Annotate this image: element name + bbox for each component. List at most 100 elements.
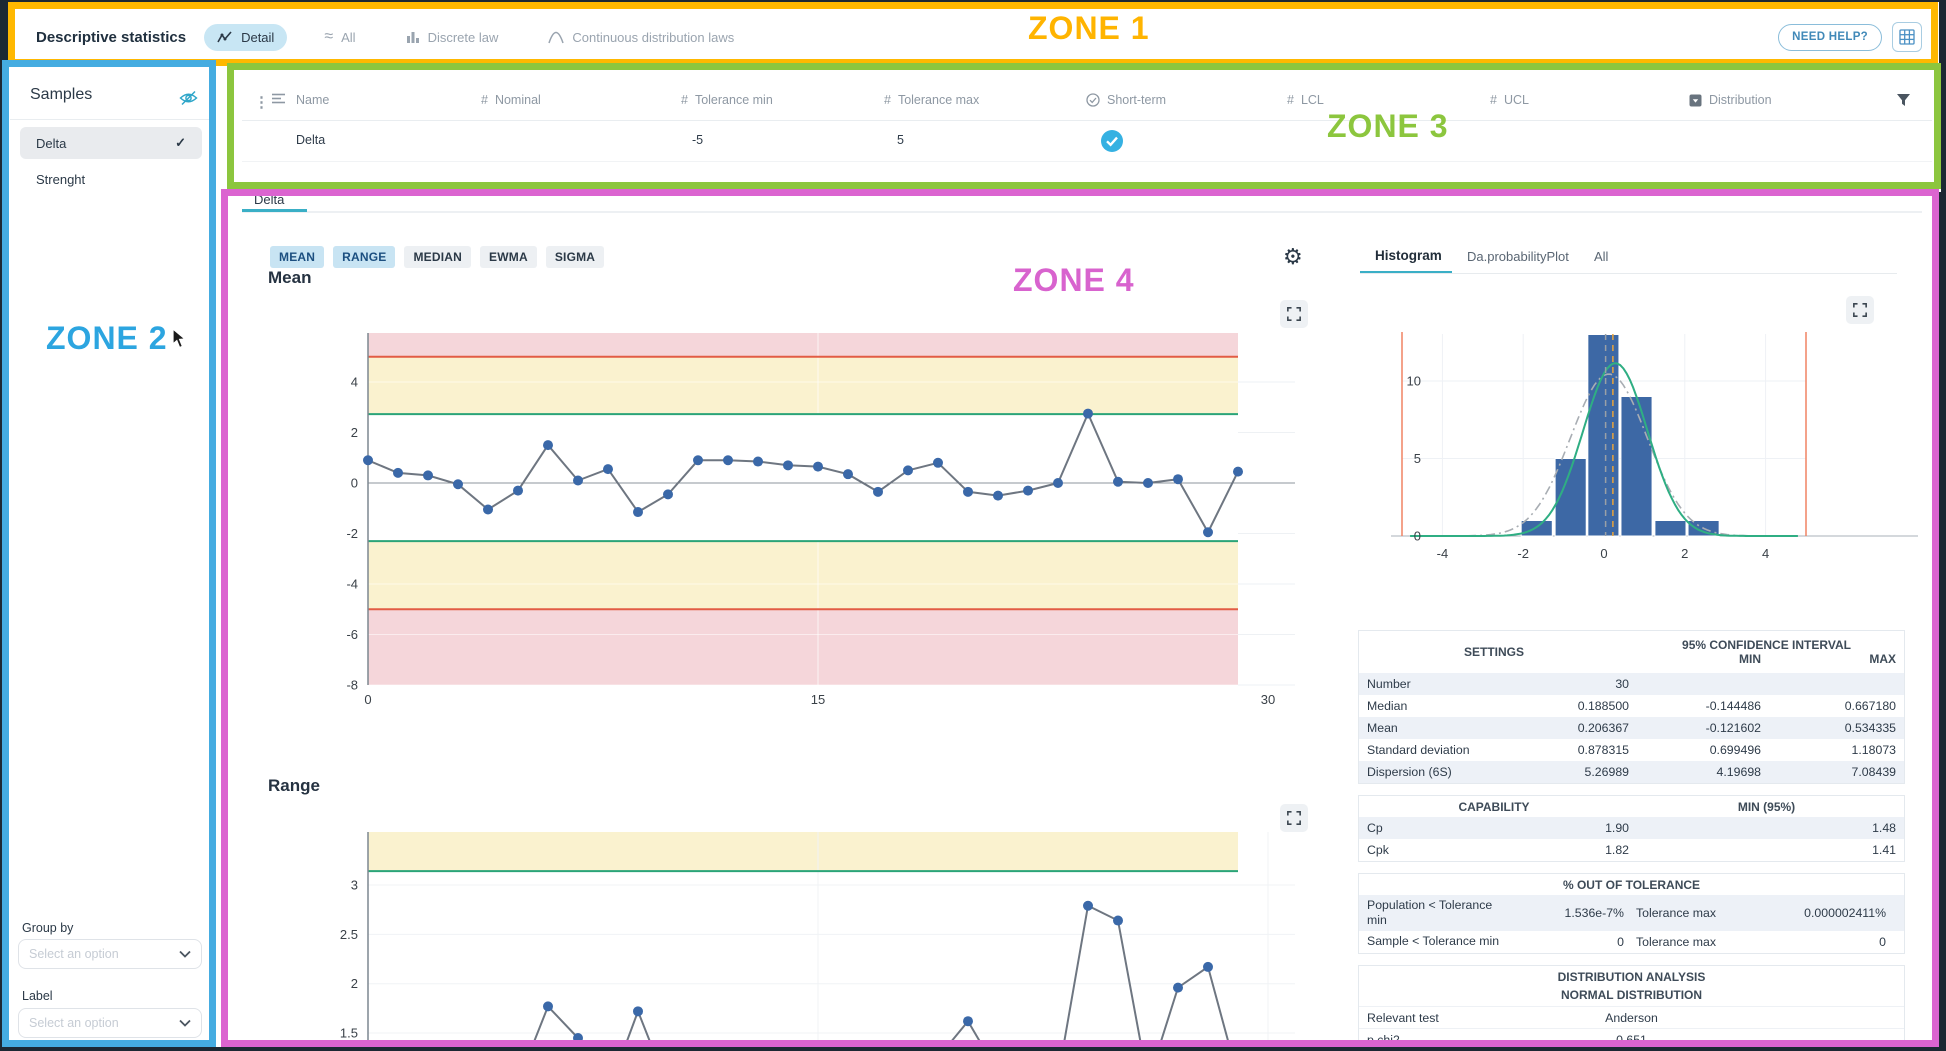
svg-text:15: 15 (811, 692, 825, 707)
chip-ewma[interactable]: EWMA (480, 246, 537, 268)
column-header-nominal[interactable]: # Nominal (481, 93, 541, 107)
samples-table: ⋮ Name # Nominal # Tolerance min # Toleranc… (228, 66, 1941, 192)
column-header-tolerance-min[interactable]: # Tolerance min (681, 93, 773, 107)
column-header-name[interactable]: Name (296, 93, 330, 107)
ci-min-header: MIN (1739, 652, 1761, 666)
table-row: Number 30 (1359, 673, 1904, 695)
chart-type-tabs: MEAN RANGE MEDIAN EWMA SIGMA (270, 246, 605, 268)
expand-icon[interactable] (1846, 296, 1874, 324)
capability-table: CAPABILITY MIN (95%) Cp 1.90 1.48 Cpk 1.82 1… (1358, 795, 1905, 862)
detail-panel: Delta MEAN RANGE MEDIAN EWMA SIGMA ⚙ Mea… (222, 192, 1939, 1047)
tab-all-label: All (341, 29, 356, 45)
label-select[interactable]: Select an option (18, 1008, 202, 1038)
histogram-chart[interactable]: 0 5 10 -4 -2 0 2 4 (1373, 292, 1939, 574)
svg-text:2.5: 2.5 (340, 927, 358, 942)
svg-text:0: 0 (364, 692, 371, 707)
cell-name[interactable]: Delta (296, 133, 326, 147)
hash-icon: # (481, 93, 488, 107)
bar-chart-icon (406, 30, 420, 44)
column-header-ucl[interactable]: # UCL (1490, 93, 1529, 107)
settings-table: SETTINGS 95% CONFIDENCE INTERVAL MIN MAX… (1358, 630, 1905, 784)
mean-chart-title: Mean (268, 268, 312, 287)
mean-control-chart[interactable]: 4 2 0 -2 -4 -6 -8 0 15 30 (330, 322, 1310, 716)
svg-text:-8: -8 (346, 678, 358, 693)
tab-detail[interactable]: Detail (204, 23, 288, 51)
svg-text:-2: -2 (1517, 546, 1529, 561)
table-row: Sample < Tolerance min 0 Tolerance max 0 (1367, 934, 1886, 949)
tab-discrete-law[interactable]: Discrete law (393, 24, 512, 51)
column-header-short-term[interactable]: Short-term (1086, 93, 1166, 107)
tab-histogram[interactable]: Histogram (1375, 248, 1442, 263)
svg-text:0: 0 (351, 476, 358, 491)
select-box-icon (1689, 94, 1702, 107)
distribution-analysis-table: DISTRIBUTION ANALYSIS NORMAL DISTRIBUTIO… (1358, 965, 1905, 1047)
tabbar-underline (242, 211, 1922, 213)
tab-detail-label: Detail (241, 29, 275, 45)
hash-icon: # (1490, 93, 1497, 107)
svg-text:-4: -4 (346, 577, 358, 592)
chip-median[interactable]: MEDIAN (404, 246, 472, 268)
sidebar-title: Samples (30, 86, 93, 103)
sample-item-label: Strenght (36, 171, 86, 187)
table-row: p chi2 0.651 (1359, 1028, 1904, 1047)
tab-all[interactable]: ≈ All (311, 22, 368, 52)
sample-item-label: Delta (36, 135, 67, 151)
svg-text:2: 2 (351, 425, 358, 440)
page-title: Descriptive statistics (36, 28, 187, 46)
check-icon: ✓ (175, 135, 186, 150)
out-of-tolerance-table: % OUT OF TOLERANCE Population < Toleranc… (1358, 873, 1905, 954)
table-row: Cp 1.90 1.48 (1359, 817, 1904, 839)
grid-view-button[interactable] (1892, 22, 1922, 52)
svg-text:-4: -4 (1437, 546, 1449, 561)
cell-tolerance-max[interactable]: 5 (897, 133, 904, 147)
settings-header: SETTINGS (1463, 645, 1524, 659)
tab-probability-plot[interactable]: Da.probabilityPlot (1467, 249, 1569, 264)
svg-text:5: 5 (1414, 451, 1421, 466)
cell-tolerance-min[interactable]: -5 (692, 133, 704, 147)
distribution-header-1: DISTRIBUTION ANALYSIS (1557, 970, 1706, 984)
cell-short-term-checked[interactable] (1100, 129, 1124, 153)
kebab-menu-icon[interactable]: ⋮ (254, 94, 269, 111)
table-row: Cpk 1.82 1.41 (1367, 843, 1896, 857)
svg-text:4: 4 (351, 375, 358, 390)
detail-tab[interactable]: Delta (254, 192, 285, 207)
check-circle-icon (1086, 93, 1100, 107)
capability-min-header: MIN (95%) (1737, 799, 1796, 814)
svg-text:0: 0 (1414, 529, 1421, 544)
svg-text:1.5: 1.5 (340, 1026, 358, 1041)
hash-icon: # (884, 93, 891, 107)
column-header-tolerance-max[interactable]: # Tolerance max (884, 93, 980, 107)
chip-mean[interactable]: MEAN (270, 246, 325, 268)
range-control-chart[interactable]: 3 2.5 2 1.5 (330, 823, 1310, 1047)
chip-sigma[interactable]: SIGMA (545, 246, 605, 268)
active-tab-indicator (1360, 271, 1452, 274)
column-header-lcl[interactable]: # LCL (1287, 93, 1324, 107)
expand-icon[interactable] (1280, 804, 1308, 832)
ci-header: 95% CONFIDENCE INTERVAL (1682, 638, 1851, 652)
group-by-select[interactable]: Select an option (18, 939, 202, 969)
sample-item-delta[interactable]: Delta ✓ (20, 127, 202, 159)
need-help-button[interactable]: NEED HELP? (1778, 23, 1882, 51)
tab-continuous-label: Continuous distribution laws (572, 29, 735, 45)
table-row: Population < Tolerance min 1.536e-7% Toler… (1359, 895, 1904, 931)
eye-off-icon[interactable] (179, 90, 198, 106)
table-row: Mean 0.206367 -0.121602 0.534335 (1359, 717, 1904, 739)
table-row: Median 0.188500 -0.144486 0.667180 (1367, 699, 1896, 713)
svg-text:-2: -2 (346, 526, 358, 541)
tab-all-charts[interactable]: All (1594, 249, 1609, 264)
tab-continuous-distribution-laws[interactable]: Continuous distribution laws (535, 24, 747, 51)
capability-header: CAPABILITY (1458, 799, 1530, 814)
filter-icon[interactable] (1896, 93, 1911, 107)
svg-text:4: 4 (1762, 546, 1769, 561)
svg-text:2: 2 (351, 976, 358, 991)
column-header-distribution[interactable]: Distribution (1689, 93, 1772, 107)
gear-icon[interactable]: ⚙ (1283, 244, 1303, 269)
chevron-down-icon (179, 1019, 191, 1027)
active-tab-indicator (242, 209, 307, 212)
chip-range[interactable]: RANGE (333, 246, 396, 268)
out-of-tolerance-header: % OUT OF TOLERANCE (1562, 877, 1701, 892)
samples-sidebar: Samples Delta ✓ Strenght Group by Select… (10, 66, 215, 1044)
expand-icon[interactable] (1280, 300, 1308, 328)
list-icon[interactable] (272, 93, 285, 104)
sample-item-strenght[interactable]: Strenght (20, 163, 202, 195)
